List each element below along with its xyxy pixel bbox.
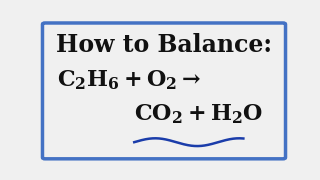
Text: How to Balance:: How to Balance: bbox=[56, 33, 272, 57]
Text: $\mathregular{C_2H_6 + O_2 \rightarrow}$: $\mathregular{C_2H_6 + O_2 \rightarrow}$ bbox=[57, 69, 202, 92]
Text: $\mathregular{CO_2 + H_2O}$: $\mathregular{CO_2 + H_2O}$ bbox=[134, 103, 263, 126]
FancyBboxPatch shape bbox=[43, 23, 285, 159]
